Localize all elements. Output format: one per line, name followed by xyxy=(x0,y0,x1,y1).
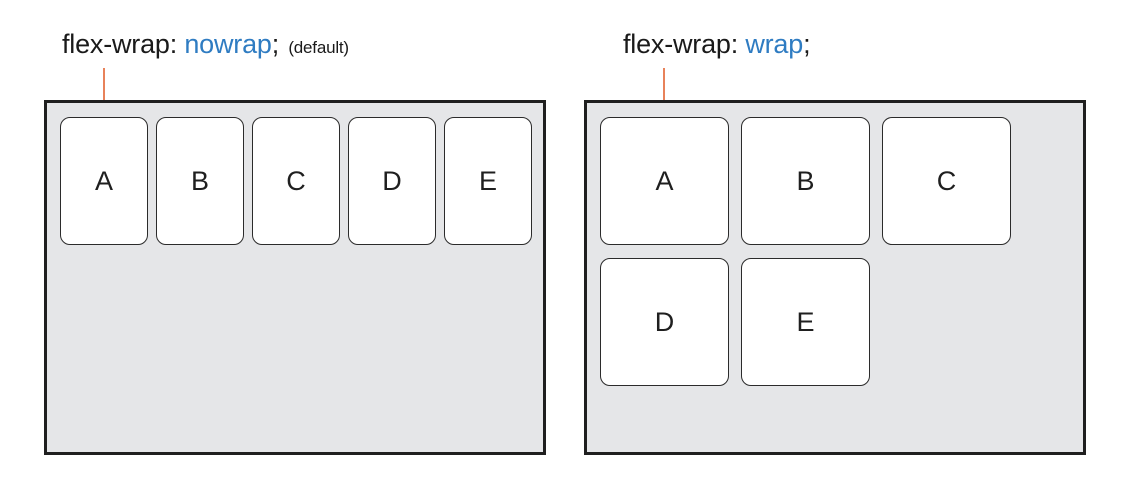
wrap-container: A B C D E xyxy=(584,100,1086,455)
caption-semicolon: ; xyxy=(271,29,280,59)
flex-item-b: B xyxy=(741,117,870,245)
flex-item-b: B xyxy=(156,117,244,245)
flex-item-e: E xyxy=(444,117,532,245)
caption-default-note: (default) xyxy=(288,38,349,57)
caption-semicolon: ; xyxy=(803,29,811,59)
flex-item-a: A xyxy=(60,117,148,245)
flex-item-e: E xyxy=(741,258,870,386)
flex-item-c: C xyxy=(882,117,1011,245)
flex-item-d: D xyxy=(348,117,436,245)
wrap-caption: flex-wrap: wrap; xyxy=(623,26,811,62)
nowrap-pointer-line xyxy=(103,68,105,101)
nowrap-caption: flex-wrap: nowrap; (default) xyxy=(62,26,349,66)
nowrap-container: A B C D E xyxy=(44,100,546,455)
flex-item-d: D xyxy=(600,258,729,386)
flex-item-c: C xyxy=(252,117,340,245)
wrap-pointer-line xyxy=(663,68,665,101)
caption-property: flex-wrap: xyxy=(62,29,178,59)
flex-item-a: A xyxy=(600,117,729,245)
caption-value: nowrap xyxy=(184,29,272,59)
caption-value: wrap xyxy=(745,29,804,59)
caption-property: flex-wrap: xyxy=(623,29,739,59)
